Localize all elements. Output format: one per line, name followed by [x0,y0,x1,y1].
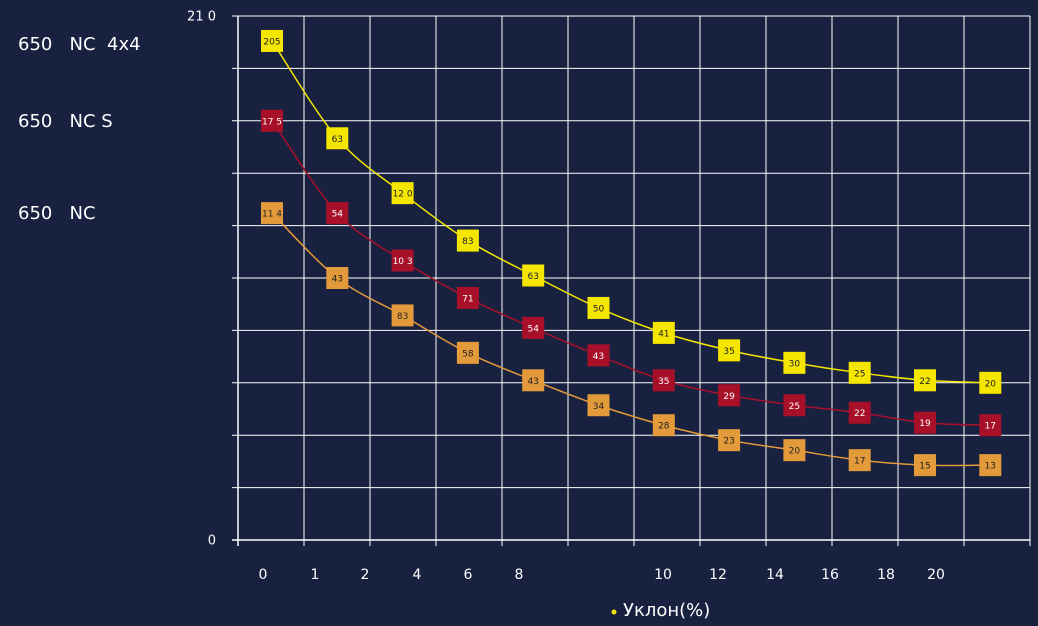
point-marker [391,304,414,327]
x-tick-label: 6 [464,567,473,583]
point-marker [848,401,871,424]
point-marker [783,439,806,462]
point-marker [522,369,545,392]
data-label: 10 3 [393,257,413,267]
x-tick-label: 12 [709,567,727,583]
data-label: 35 [723,347,734,357]
data-label: 20 [985,379,997,389]
data-label: 22 [919,377,930,387]
data-label: 11 4 [262,210,282,220]
x-tick-label: 0 [259,567,268,583]
data-label: 13 [985,462,996,472]
legend-label: 650 NC S [18,111,113,132]
point-marker [718,339,741,362]
data-label: 43 [527,377,538,387]
data-label: 15 [919,462,930,472]
data-label: 29 [723,392,735,402]
point-marker [326,127,349,150]
data-label: 43 [593,352,604,362]
data-label: 25 [854,369,865,379]
y-tick-label: 21 0 [187,10,216,25]
point-marker [261,202,283,225]
point-marker [979,371,1002,394]
point-marker [587,394,610,417]
point-marker [652,321,675,344]
x-tick-label: 16 [821,567,839,583]
point-marker [522,264,545,287]
data-label: 83 [462,237,473,247]
point-marker [456,229,479,252]
data-label: 17 [854,457,865,467]
point-marker [914,369,936,392]
x-tick-label: 14 [766,567,784,583]
point-marker [783,351,806,374]
point-marker [587,296,610,319]
data-label: 12 0 [393,190,413,200]
legend-label: 650 NC 4x4 [18,34,141,55]
point-marker [718,429,741,452]
x-tick-label: 10 [654,567,672,583]
point-marker [914,411,936,434]
data-label: 50 [593,304,605,314]
data-label: 43 [332,275,343,285]
data-label: 41 [658,329,669,339]
data-label: 71 [462,294,473,304]
point-marker [456,286,479,309]
point-marker [914,454,936,477]
point-marker [718,384,741,407]
x-label-bullet [611,609,617,615]
data-label: 30 [789,359,801,369]
data-label: 34 [593,402,605,412]
data-label: 17 [985,422,996,432]
legend-label: 650 NC [18,203,96,224]
x-tick-label: 18 [877,567,895,583]
point-marker [783,394,806,417]
x-axis-label: Уклон(%) [623,600,710,621]
point-marker [456,341,479,364]
point-marker [326,267,349,289]
point-marker [261,109,283,132]
data-label: 63 [332,135,343,145]
point-marker [326,202,349,225]
x-tick-label: 1 [311,567,320,583]
data-label: 17 5 [262,117,282,127]
point-marker [587,344,610,367]
x-tick-label: 2 [361,567,370,583]
point-marker [522,316,545,339]
data-label: 83 [397,312,408,322]
point-marker [979,454,1002,477]
point-marker [848,361,871,384]
x-tick-label: 4 [413,567,422,583]
point-marker [261,29,283,52]
data-label: 25 [789,402,800,412]
data-label: 23 [723,437,734,447]
data-label: 20 [789,447,801,457]
data-label: 205 [263,37,280,47]
point-marker [652,369,675,392]
x-tick-label: 20 [927,567,945,583]
point-marker [391,182,414,205]
data-label: 22 [854,409,865,419]
data-label: 63 [527,272,538,282]
x-tick-label: 8 [515,567,524,583]
point-marker [391,249,414,272]
point-marker [652,414,675,437]
data-label: 54 [332,210,344,220]
data-label: 19 [919,419,931,429]
y-tick-label: 0 [208,534,216,549]
point-marker [848,449,871,472]
point-marker [979,414,1002,437]
data-label: 58 [462,349,474,359]
data-label: 54 [527,324,539,334]
data-label: 28 [658,422,670,432]
data-label: 35 [658,377,669,387]
